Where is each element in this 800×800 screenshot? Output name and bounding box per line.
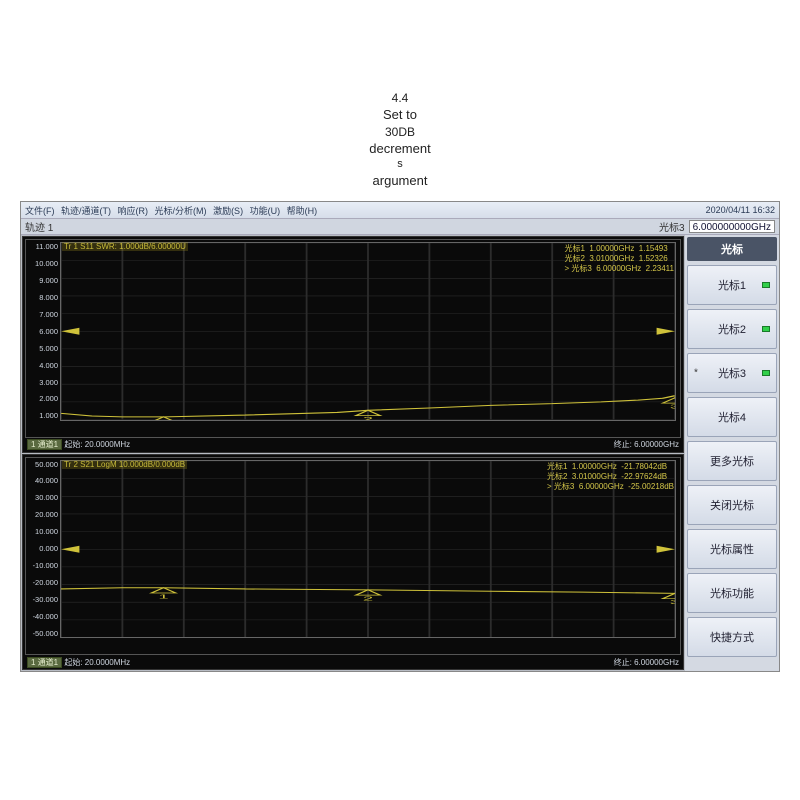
- sidebar-btn-label: 关闭光标: [710, 497, 754, 513]
- svg-text:2: 2: [363, 595, 373, 601]
- yaxis-1: 11.00010.0009.0008.0007.0006.0005.0004.0…: [28, 242, 60, 421]
- svg-text:2: 2: [363, 416, 373, 419]
- sidebar-btn-1[interactable]: 光标1: [687, 265, 777, 305]
- svg-text:1: 1: [158, 593, 168, 599]
- menu-trace-channel[interactable]: 轨迹/通道(T): [61, 206, 111, 216]
- menu-stimulus[interactable]: 激励(S): [213, 206, 243, 216]
- trace-header-1: Tr 1 S11 SWR: 1.000dB/6.00000U: [62, 242, 188, 251]
- sidebar-btn-5[interactable]: 更多光标: [687, 441, 777, 481]
- svg-text:3: 3: [670, 599, 675, 605]
- menu-bar: 文件(F) 轨迹/通道(T) 响应(R) 光标/分析(M) 激励(S) 功能(U…: [21, 202, 779, 218]
- menu-response[interactable]: 响应(R): [118, 206, 149, 216]
- sidebar-btn-7[interactable]: 光标属性: [687, 529, 777, 569]
- sidebar-btn-label: 光标2: [718, 321, 746, 337]
- header-line-3: 30DB: [0, 124, 800, 140]
- datetime-display: 2020/04/11 16:32: [706, 205, 775, 215]
- status-left-1: 1 通道1 起始: 20.0000MHz: [27, 439, 130, 450]
- status-left-2: 1 通道1 起始: 20.0000MHz: [27, 657, 130, 668]
- top-info-bar: 轨迹 1 光标3 6.000000000GHz: [21, 218, 779, 235]
- vna-app-window: 文件(F) 轨迹/通道(T) 响应(R) 光标/分析(M) 激励(S) 功能(U…: [20, 201, 780, 672]
- marker-readout-1: 光标1 1.00000GHz 1.15493 光标2 3.01000GHz 1.…: [565, 244, 674, 274]
- sidebar-btn-3[interactable]: 光标3 *: [687, 353, 777, 393]
- header-line-5: s: [0, 157, 800, 172]
- active-marker-label: 光标3: [659, 219, 685, 234]
- sidebar-btn-label: 光标属性: [710, 541, 754, 557]
- sidebar-btn-label: 更多光标: [710, 453, 754, 469]
- trace-header-2: Tr 2 S21 LogM 10.000dB/0.000dB: [62, 460, 187, 469]
- sidebar-btn-2[interactable]: 光标2: [687, 309, 777, 349]
- active-marker-value[interactable]: 6.000000000GHz: [689, 220, 775, 233]
- marker-readout-2: 光标1 1.00000GHz -21.78042dB 光标2 3.01000GH…: [547, 462, 674, 492]
- header-line-1: 4.4: [0, 90, 800, 106]
- sidebar-btn-9[interactable]: 快捷方式: [687, 617, 777, 657]
- channel-chip-1: 1 通道1: [27, 439, 62, 450]
- menu-marker-analysis[interactable]: 光标/分析(M): [155, 206, 207, 216]
- chart-panel-1: 11.00010.0009.0008.0007.0006.0005.0004.0…: [22, 236, 684, 453]
- sidebar-btn-6[interactable]: 关闭光标: [687, 485, 777, 525]
- status-bar-1: 1 通道1 起始: 20.0000MHz 终止: 6.00000GHz: [23, 438, 683, 452]
- sidebar-head: 光标: [687, 237, 777, 261]
- menu-help[interactable]: 帮助(H): [287, 206, 318, 216]
- start-freq-1: 起始: 20.0000MHz: [64, 440, 130, 449]
- yaxis-2: 50.00040.00030.00020.00010.0000.000-10.0…: [28, 460, 60, 639]
- chart-panel-2: 50.00040.00030.00020.00010.0000.000-10.0…: [22, 454, 684, 671]
- charts-column: 11.00010.0009.0008.0007.0006.0005.0004.0…: [21, 235, 685, 671]
- sidebar: 光标 光标1 光标2 光标3 * 光标4 更多光标关闭光标光标属性光标功能快捷方式: [685, 235, 779, 671]
- sidebar-btn-8[interactable]: 光标功能: [687, 573, 777, 613]
- sidebar-btn-label: 光标1: [718, 277, 746, 293]
- led-icon: [762, 282, 770, 288]
- sidebar-btn-label: 光标4: [718, 409, 746, 425]
- header-line-4: decrement: [0, 140, 800, 158]
- trace-label: 轨迹 1: [25, 219, 53, 234]
- stop-freq-2: 终止: 6.00000GHz: [614, 657, 679, 668]
- start-freq-2: 起始: 20.0000MHz: [64, 658, 130, 667]
- header-annotation: 4.4 Set to 30DB decrement s argument: [0, 90, 800, 190]
- led-icon: [762, 326, 770, 332]
- stop-freq-1: 终止: 6.00000GHz: [614, 439, 679, 450]
- plot-2[interactable]: 50.00040.00030.00020.00010.0000.000-10.0…: [25, 457, 681, 656]
- header-line-2: Set to: [0, 106, 800, 124]
- active-marker-readout: 光标3 6.000000000GHz: [659, 219, 775, 234]
- channel-chip-2: 1 通道1: [27, 657, 62, 668]
- status-bar-2: 1 通道1 起始: 20.0000MHz 终止: 6.00000GHz: [23, 655, 683, 669]
- main-row: 11.00010.0009.0008.0007.0006.0005.0004.0…: [21, 235, 779, 671]
- menu-file[interactable]: 文件(F): [25, 206, 55, 216]
- svg-text:3: 3: [670, 404, 675, 410]
- sidebar-btn-label: 光标3: [718, 365, 746, 381]
- header-line-6: argument: [0, 172, 800, 190]
- sidebar-btn-label: 快捷方式: [710, 629, 754, 645]
- sidebar-btn-label: 光标功能: [710, 585, 754, 601]
- plot-1[interactable]: 11.00010.0009.0008.0007.0006.0005.0004.0…: [25, 239, 681, 438]
- menu-function[interactable]: 功能(U): [250, 206, 281, 216]
- sidebar-btn-4[interactable]: 光标4: [687, 397, 777, 437]
- led-icon: [762, 370, 770, 376]
- active-star-icon: *: [694, 368, 698, 379]
- menu-items: 文件(F) 轨迹/通道(T) 响应(R) 光标/分析(M) 激励(S) 功能(U…: [25, 204, 321, 217]
